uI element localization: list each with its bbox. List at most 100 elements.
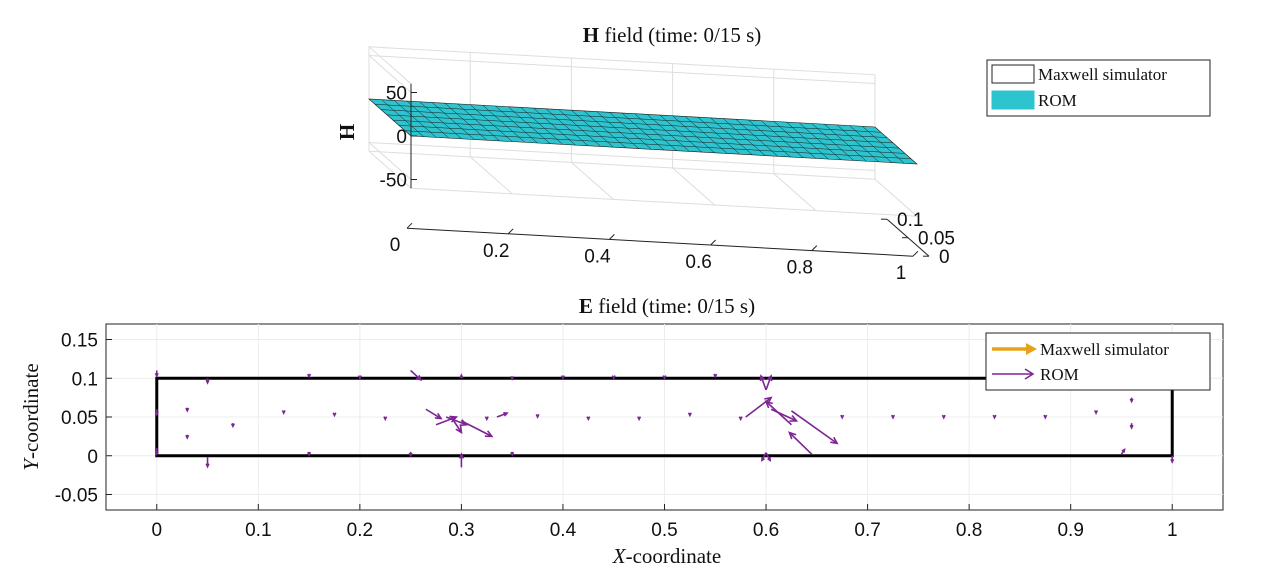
rom-arrow-shaft — [461, 420, 493, 438]
e-field-title-bold: E — [579, 294, 593, 318]
surface-mesh-line — [798, 122, 842, 160]
surface-mesh-line — [621, 112, 665, 151]
h-field-title-rest: field (time: 0/15 s) — [599, 23, 761, 47]
x-tick-label: 0.2 — [347, 520, 373, 541]
rom-arrow — [713, 373, 718, 379]
rom-arrow-shaft — [760, 375, 767, 391]
rom-arrow-shaft — [425, 408, 442, 420]
rom-arrow — [535, 413, 540, 419]
x-tick-label: 0.2 — [483, 241, 509, 262]
rom-arrow — [510, 451, 515, 457]
rom-arrow-shaft — [410, 369, 422, 381]
x-tick-label: 1 — [896, 263, 907, 284]
rom-arrow-head — [766, 374, 773, 382]
rom-arrow-head — [185, 434, 190, 440]
surface-mesh-line — [545, 108, 589, 146]
rom-arrow-head — [1094, 410, 1099, 415]
z-tick-label: 50 — [386, 84, 407, 105]
surface-mesh-line — [685, 116, 728, 154]
rom-arrow — [611, 375, 616, 381]
rom-arrow-head — [764, 400, 773, 409]
surface-mesh-line — [811, 123, 854, 161]
rom-arrows — [154, 369, 1175, 469]
rom-arrow — [1170, 455, 1175, 464]
rom-arrow — [230, 423, 235, 429]
e-field-ticks: 0 0.1 0.2 0.3 0.4 0.5 0.6 0.7 0.8 0.9 1 0.15 0.1 0.05… — [55, 331, 1178, 542]
maxwell-arrowhead-swatch — [1026, 343, 1037, 355]
x-tick-mark — [710, 239, 716, 246]
surface-mesh-line — [647, 114, 690, 152]
e-field-ylabel-italic: Y — [19, 457, 43, 471]
x-tick-label: 0.4 — [584, 246, 611, 267]
rom-arrow — [154, 448, 159, 457]
rom-arrow-shaft — [765, 400, 792, 426]
x-tick-label: 0.7 — [854, 520, 880, 541]
rom-arrow-head — [281, 410, 286, 415]
rom-arrow-head — [408, 452, 413, 458]
rom-arrow-head — [759, 374, 766, 382]
x-tick-mark — [912, 250, 919, 257]
x-tick-mark — [507, 228, 514, 235]
rom-arrow-head — [503, 412, 509, 417]
rom-arrow-head — [788, 431, 797, 440]
rom-arrow — [890, 414, 896, 420]
rom-arrow-shaft — [790, 410, 838, 445]
floor-grid-x — [571, 162, 614, 200]
e-field-ylabel: Y-coordinate — [19, 363, 43, 470]
surface-mesh-line — [836, 124, 880, 163]
side-grid-z — [368, 142, 412, 180]
rom-arrow — [738, 416, 743, 422]
rom-arrow-head — [484, 430, 494, 438]
rom-arrow — [510, 375, 515, 381]
y-tick-label: 0.1 — [72, 369, 98, 390]
rom-arrow-head — [761, 457, 765, 463]
x-tick-mark — [406, 222, 413, 229]
y-tick-label: 0 — [87, 447, 98, 468]
surface-mesh-line — [760, 120, 804, 158]
y-tick-label: 0.05 — [61, 408, 98, 429]
surface-mesh-line — [824, 124, 867, 162]
rom-arrow — [205, 457, 210, 469]
y-tick-label: 0.05 — [918, 229, 955, 250]
rom-arrow — [154, 370, 159, 378]
rom-arrow-head — [1170, 458, 1175, 464]
rom-arrow — [992, 414, 997, 420]
x-tick-label: 0.6 — [685, 252, 711, 273]
rom-arrow-head — [154, 372, 159, 378]
surface-mesh-line — [710, 117, 753, 156]
rom-arrow-head — [1121, 448, 1126, 453]
rom-arrow — [450, 416, 463, 435]
rom-arrow-head — [154, 451, 159, 457]
floor-grid-x — [773, 173, 817, 211]
surface-mesh-line — [748, 119, 791, 158]
surface-mesh-line — [558, 109, 601, 147]
rom-arrow — [770, 408, 799, 422]
back-grid-z — [368, 142, 876, 171]
h-legend-rom: ROM — [1038, 91, 1077, 110]
x-tick-label: 0.6 — [753, 520, 779, 541]
surface-mesh-line — [520, 107, 563, 145]
rom-arrow — [687, 412, 692, 418]
surface-mesh-line — [672, 115, 715, 153]
surface-mesh-line — [723, 118, 766, 156]
rom-arrow — [1043, 414, 1048, 420]
e-field-ylabel-rest: -coordinate — [19, 363, 43, 459]
surface-mesh-line — [444, 103, 488, 141]
y-tick-label: -0.05 — [55, 486, 98, 507]
h-field-legend: Maxwell simulator ROM — [986, 59, 1211, 117]
e-legend-rom: ROM — [1040, 365, 1079, 384]
surface-mesh-line — [419, 101, 462, 139]
rom-arrow — [840, 414, 845, 420]
rom-arrowhead-swatch — [1024, 368, 1035, 380]
rom-arrow-head — [185, 407, 190, 413]
rom-arrow-head — [205, 379, 210, 385]
h-field-title-bold: H — [583, 23, 599, 47]
z-tick-label: -50 — [380, 171, 407, 192]
surface-mesh-line — [849, 125, 892, 163]
surface-mesh-line — [432, 102, 475, 140]
rom-arrow-head — [455, 425, 463, 435]
rom-arrow-head — [535, 413, 540, 419]
maxwell-surface-swatch — [991, 64, 1035, 84]
rom-arrow — [425, 408, 443, 420]
h-field-zlabel: H — [335, 124, 359, 140]
